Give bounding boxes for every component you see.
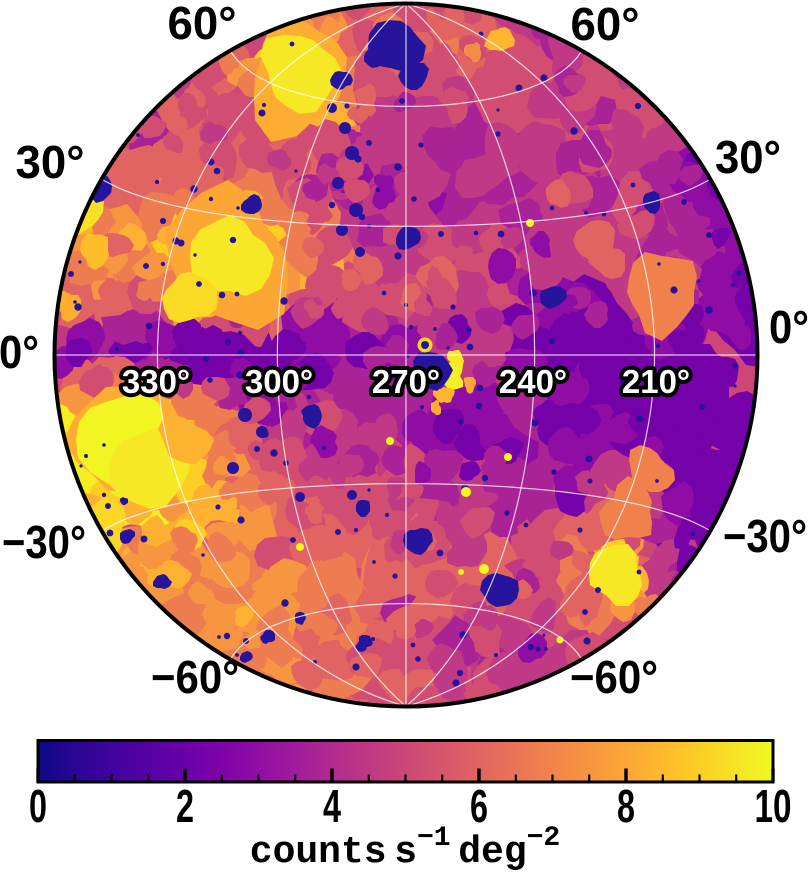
svg-text:−60°: −60° [151, 651, 239, 703]
svg-text:0°: 0° [0, 326, 39, 378]
svg-text:60°: 60° [168, 0, 237, 49]
svg-text:270°: 270° [372, 363, 440, 400]
svg-text:−60°: −60° [570, 651, 658, 703]
svg-text:0°: 0° [769, 301, 809, 353]
svg-text:210°: 210° [622, 363, 690, 400]
svg-text:60°: 60° [571, 0, 640, 50]
svg-text:0: 0 [29, 780, 47, 832]
svg-text:240°: 240° [499, 363, 567, 400]
svg-text:30°: 30° [715, 131, 781, 183]
svg-text:counts s−1 deg−2: counts s−1 deg−2 [250, 823, 560, 874]
svg-text:300°: 300° [245, 363, 313, 400]
svg-text:6: 6 [470, 780, 488, 832]
svg-text:−30°: −30° [723, 510, 807, 562]
svg-text:30°: 30° [16, 136, 85, 188]
svg-text:4: 4 [323, 780, 341, 832]
svg-text:−30°: −30° [2, 516, 86, 568]
svg-text:330°: 330° [122, 363, 190, 400]
svg-text:8: 8 [617, 780, 635, 832]
svg-text:10: 10 [755, 780, 792, 832]
svg-text:2: 2 [176, 780, 194, 832]
